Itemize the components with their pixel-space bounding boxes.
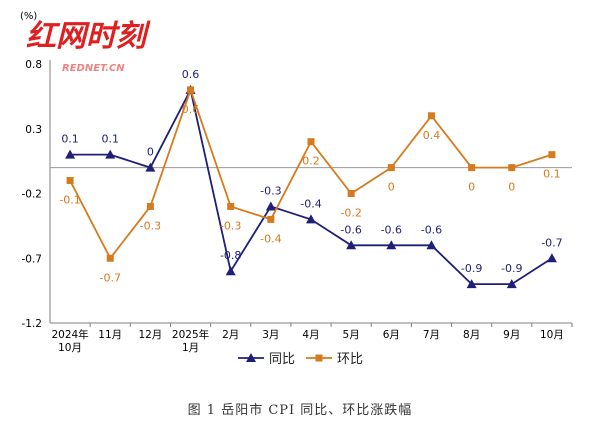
yoy-point-marker — [386, 240, 397, 250]
y-tick-label: -0.2 — [22, 189, 43, 201]
series-line-yoy — [70, 87, 553, 286]
mom-point-marker — [468, 164, 476, 172]
yoy-data-label: -0.3 — [260, 184, 281, 197]
mom-data-label: 0 — [388, 181, 395, 194]
y-tick-label: -0.7 — [22, 253, 43, 265]
yoy-data-label: 0.1 — [101, 133, 119, 146]
mom-point-marker — [427, 112, 435, 120]
series-layer — [65, 84, 557, 289]
yoy-point-marker — [346, 240, 357, 250]
mom-data-label: -0.1 — [59, 194, 80, 207]
data-labels-layer: 0.1 0.1 0 0.6 -0.8 -0.3 -0.4 -0.6 -0.6 -0.6 -0.9 -0… — [59, 68, 562, 284]
series-line-mom — [69, 87, 553, 260]
rednet-logo-watermark: 红网时刻 REDNET.CN — [26, 19, 151, 74]
mom-point-marker — [146, 202, 154, 210]
yoy-data-label: -0.8 — [220, 249, 241, 262]
mom-point-marker — [267, 215, 275, 223]
yoy-point-marker — [145, 162, 156, 172]
yoy-data-label: 0 — [147, 146, 154, 159]
yoy-data-label: -0.6 — [381, 223, 402, 236]
mom-data-label: 0 — [508, 181, 515, 194]
yoy-data-label: -0.6 — [421, 223, 442, 236]
mom-data-label: 0.1 — [543, 168, 561, 181]
figure-caption: 图 1 岳阳市 CPI 同比、环比涨跌幅 — [188, 402, 413, 418]
x-tick-label: 11月 — [98, 329, 122, 341]
mom-data-label: -0.3 — [220, 219, 241, 232]
mom-point-marker — [347, 190, 355, 197]
mom-data-label: 0.6 — [182, 103, 200, 116]
yoy-point-marker — [65, 149, 76, 159]
mom-point-marker — [548, 151, 556, 159]
x-tick-label: 2024年 — [51, 328, 88, 341]
yoy-data-label: -0.9 — [461, 262, 482, 275]
mom-point-marker — [508, 164, 516, 172]
yoy-point-marker — [506, 279, 517, 289]
y-tick-label: 0.8 — [25, 59, 42, 71]
x-tick-label: 10月 — [540, 329, 564, 341]
mom-data-label: 0 — [468, 181, 475, 194]
legend-yoy-marker — [246, 353, 256, 362]
x-tick-label: 1月 — [182, 342, 199, 354]
mom-data-label: 0.2 — [302, 155, 320, 168]
yoy-data-label: 0.1 — [61, 133, 79, 146]
yoy-data-label: -0.9 — [501, 262, 522, 275]
y-unit-label: (%) — [20, 11, 37, 22]
yoy-point-marker — [426, 240, 437, 250]
mom-data-label: -0.3 — [140, 219, 161, 232]
yoy-data-label: -0.7 — [541, 236, 562, 249]
mom-data-label: -0.2 — [340, 207, 361, 220]
x-tick-label: 7月 — [423, 329, 440, 341]
x-tick-label: 9月 — [503, 329, 520, 341]
y-tick-label: -1.2 — [22, 318, 43, 330]
yoy-point-marker — [306, 214, 316, 224]
y-tick-label: 0.3 — [25, 124, 42, 136]
yoy-point-marker — [105, 149, 116, 159]
x-tick-label: 3月 — [262, 329, 279, 341]
legend-mom-marker — [315, 354, 323, 362]
yoy-data-label: -0.4 — [300, 197, 321, 210]
x-tick-label: 8月 — [463, 329, 480, 341]
logo-main-text: 红网时刻 — [26, 19, 151, 54]
x-tick-label: 6月 — [383, 329, 400, 341]
yoy-point-marker — [265, 201, 276, 211]
legend: 同比 环比 — [238, 352, 363, 367]
legend-mom-label: 环比 — [337, 352, 363, 367]
mom-data-label: 0.4 — [423, 129, 441, 142]
mom-point-marker — [307, 138, 315, 146]
mom-point-marker — [66, 177, 74, 185]
yoy-point-marker — [546, 253, 557, 263]
x-tick-label: 12月 — [138, 329, 162, 341]
legend-yoy-label: 同比 — [269, 352, 295, 367]
x-tick-label: 10月 — [58, 342, 82, 354]
logo-sub-text: REDNET.CN — [62, 63, 125, 74]
mom-point-marker — [106, 254, 114, 262]
x-tick-label: 5月 — [343, 329, 360, 341]
yoy-point-marker — [466, 279, 477, 289]
mom-point-marker — [187, 86, 195, 94]
x-tick-label: 2月 — [222, 329, 239, 341]
yoy-data-label: 0.6 — [182, 68, 200, 81]
yoy-point-marker — [225, 266, 236, 276]
mom-point-marker — [387, 164, 395, 172]
mom-point-marker — [227, 202, 235, 210]
yoy-data-label: -0.6 — [340, 223, 361, 236]
x-tick-label: 4月 — [302, 329, 319, 341]
mom-data-label: -0.4 — [260, 232, 281, 245]
mom-data-label: -0.7 — [99, 271, 120, 284]
x-tick-label: 2025年 — [172, 328, 209, 341]
